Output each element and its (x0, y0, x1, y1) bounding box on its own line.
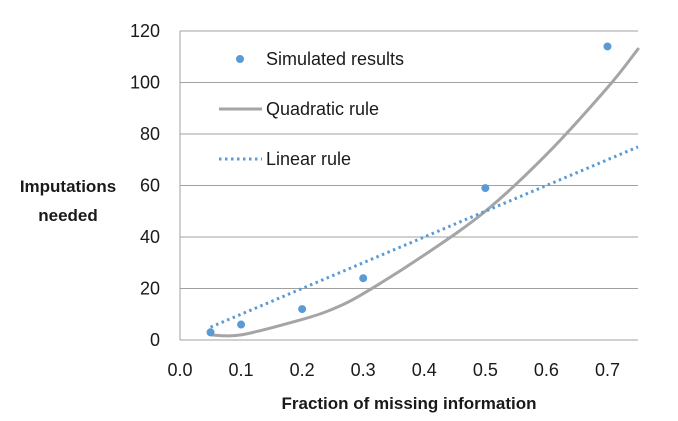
x-tick-labels: 0.0 0.1 0.2 0.3 0.4 0.5 0.6 0.7 (167, 360, 619, 380)
x-tick-label-0.6: 0.6 (534, 360, 559, 380)
data-point-simulated-results-0 (206, 328, 215, 337)
legend-marker-simulated (236, 55, 244, 63)
gridlines (180, 30, 638, 341)
x-tick-label-0.2: 0.2 (290, 360, 315, 380)
y-axis-title-line-1: Imputations (20, 177, 116, 196)
x-tick-label-0.5: 0.5 (473, 360, 498, 380)
data-point-simulated-results-5 (603, 42, 612, 51)
series-line-quadratic-rule (209, 47, 640, 338)
x-axis-title: Fraction of missing information (281, 394, 536, 413)
x-tick-label-0.1: 0.1 (229, 360, 254, 380)
x-tick-label-0.4: 0.4 (412, 360, 437, 380)
y-tick-label-60: 60 (140, 176, 160, 196)
legend: Simulated results Quadratic rule Linear … (219, 49, 404, 169)
y-axis-title-line-2: needed (38, 206, 98, 225)
y-tick-labels: 0 20 40 60 80 100 120 (130, 21, 160, 350)
data-point-simulated-results-2 (298, 305, 307, 314)
x-tick-label-0.0: 0.0 (167, 360, 192, 380)
x-tick-label-0.7: 0.7 (595, 360, 620, 380)
legend-label-simulated: Simulated results (266, 49, 404, 69)
y-tick-label-40: 40 (140, 227, 160, 247)
y-tick-label-20: 20 (140, 279, 160, 299)
legend-label-linear: Linear rule (266, 149, 351, 169)
x-tick-label-0.3: 0.3 (351, 360, 376, 380)
data-point-simulated-results-1 (237, 320, 246, 329)
y-tick-label-100: 100 (130, 73, 160, 93)
y-tick-label-80: 80 (140, 124, 160, 144)
data-point-simulated-results-3 (359, 274, 368, 283)
plot-area (206, 42, 640, 338)
data-point-simulated-results-4 (481, 184, 490, 193)
y-tick-label-0: 0 (150, 330, 160, 350)
y-tick-label-120: 120 (130, 21, 160, 41)
legend-label-quadratic: Quadratic rule (266, 99, 379, 119)
